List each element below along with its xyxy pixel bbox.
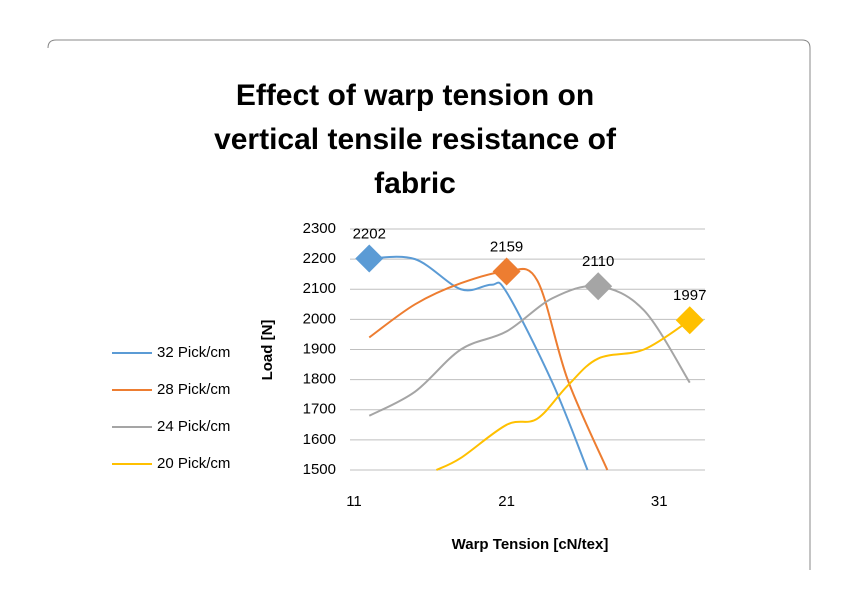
y-tick-label: 2300 <box>303 220 336 237</box>
series-line <box>368 284 691 417</box>
data-label: 1997 <box>673 287 706 304</box>
plot-area <box>368 255 691 471</box>
data-label: 2110 <box>582 253 614 270</box>
peak-marker <box>492 257 521 286</box>
y-tick-label: 2100 <box>303 280 336 297</box>
y-tick-label: 1500 <box>303 461 336 478</box>
data-label: 2159 <box>490 238 523 255</box>
series-line <box>369 255 589 471</box>
x-tick-label: 31 <box>651 493 668 510</box>
legend-label: 20 Pick/cm <box>157 455 230 472</box>
peak-marker <box>355 244 384 273</box>
y-tick-label: 1600 <box>303 431 336 448</box>
y-tick-label: 2000 <box>303 310 336 327</box>
x-tick-label: 11 <box>346 493 362 510</box>
x-axis-label: Warp Tension [cN/tex] <box>452 536 609 553</box>
y-axis-label: Load [N] <box>259 320 276 381</box>
legend-label: 32 Pick/cm <box>157 344 230 361</box>
legend-label: 28 Pick/cm <box>157 381 230 398</box>
legend-label: 24 Pick/cm <box>157 418 230 435</box>
y-tick-label: 2200 <box>303 250 336 267</box>
series-line <box>435 319 691 471</box>
frame <box>47 39 811 570</box>
y-tick-label: 1700 <box>303 401 336 418</box>
chart-title: Effect of warp tension on vertical tensi… <box>214 79 616 200</box>
y-tick-label: 1900 <box>303 340 336 357</box>
peak-marker <box>675 306 704 335</box>
y-tick-label: 1800 <box>303 371 336 388</box>
x-tick-label: 21 <box>498 493 515 510</box>
data-label: 2202 <box>353 225 386 242</box>
peak-marker <box>584 272 613 301</box>
